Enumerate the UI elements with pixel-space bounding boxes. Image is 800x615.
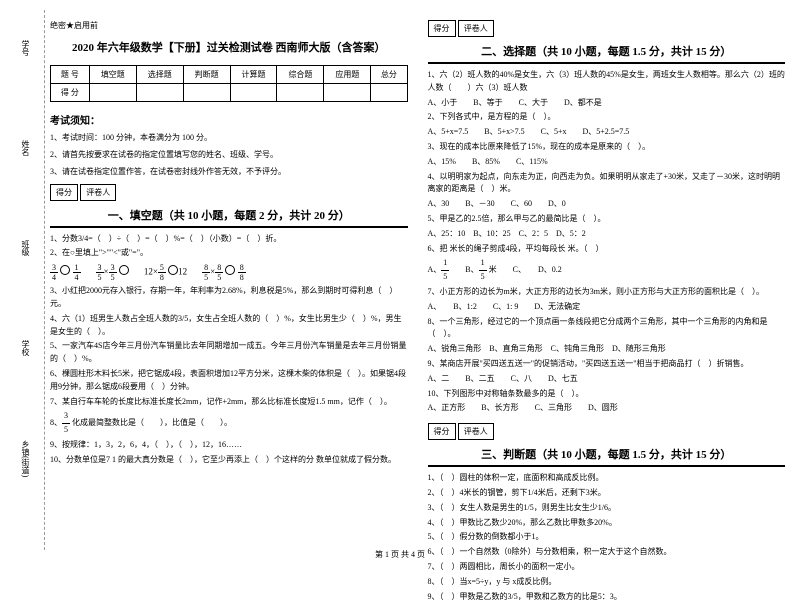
score-label: 得分 (434, 427, 450, 436)
r10: 10、下列图形中对称轴条数最多的是（ ）。 (428, 388, 786, 401)
section-3-title: 三、判断题（共 10 小题，每题 1.5 分，共计 15 分） (428, 443, 786, 465)
j8: 8、（ ）当x=5÷y，y 与 x成反比例。 (428, 576, 786, 589)
th: 总分 (371, 66, 407, 84)
r6o: A、15 B、15 米 C、 D、0.2 (428, 257, 786, 284)
marker-label: 评卷人 (464, 24, 488, 33)
r4: 4、以明明家为起点，向东走为正，向西走为负。如果明明从家走了+30米，又走了－3… (428, 171, 786, 197)
j9: 9、（ ）甲数是乙数的3/5，甲数和乙数方的比是5：3。 (428, 591, 786, 604)
notice: 2、请首先按要求在试卷的指定位置填写您的姓名、班级、学号。 (50, 149, 408, 160)
math-row: 34 14 35×35 12×58 12 85×85 88 (50, 263, 408, 282)
j3: 3、（ ）女生人数是男生的1/5，则男生比女生少1/6。 (428, 502, 786, 515)
q7: 7、某自行车车轮的长度比标准长度长2mm，记作+2mm，那么比标准长度短1.5 … (50, 396, 408, 409)
j4: 4、（ ）甲数比乙数少20%，那么乙数比甲数多20%。 (428, 517, 786, 530)
j1: 1、（ ）圆柱的体积一定，底面积和高成反比例。 (428, 472, 786, 485)
j7: 7、（ ）两圆相比，周长小的面积一定小。 (428, 561, 786, 574)
r1o: A、小于 B、等于 C、大于 D、都不是 (428, 97, 786, 110)
circle-blank (225, 265, 235, 275)
r10o: A、正方形 B、长方形 C、三角形 D、圆形 (428, 402, 786, 415)
binding-label: 乡镇(街道) (20, 440, 31, 477)
th: 得 分 (51, 84, 90, 102)
th: 应用题 (324, 66, 371, 84)
r4o: A、30 B、－30 C、60 D、0 (428, 198, 786, 211)
r5: 5、甲是乙的2.5倍，那么甲与乙的最简比是（ ）。 (428, 213, 786, 226)
marker-label: 评卷人 (86, 188, 110, 197)
th: 判断题 (183, 66, 230, 84)
circle-blank (119, 265, 129, 275)
score-label: 得分 (434, 24, 450, 33)
binding-label: 学号 (20, 40, 31, 56)
j5: 5、（ ）假分数的倒数都小于1。 (428, 531, 786, 544)
notice: 1、考试时间：100 分钟，本卷满分为 100 分。 (50, 132, 408, 143)
circle-blank (168, 265, 178, 275)
r1: 1、六（2）班人数的40%是女生，六（3）班人数的45%是女生，两班女生人数相等… (428, 69, 786, 95)
q6: 6、棵圆柱形木料长5米，把它锯成4段，表面积增加12平方分米，这棵木柴的体积是（… (50, 368, 408, 394)
q8: 8、35 化成最简整数比是（ ），比值是（ ）。 (50, 410, 408, 437)
binding-label: 姓名 (20, 140, 31, 156)
r3o: A、15% B、85% C、115% (428, 156, 786, 169)
notice-title: 考试须知： (50, 112, 408, 127)
notice: 3、请在试卷指定位置作答，在试卷密封线外作答无效，不予评分。 (50, 166, 408, 177)
q5: 5、一家汽车4S店今年三月份汽车销量比去年同期增加一成五。今年三月份汽车销量是去… (50, 340, 408, 366)
r9: 9、某商店开展"买四送五送一"的促销活动，"买四送五送一"相当于把商品打（ ）折… (428, 358, 786, 371)
section-1-title: 一、填空题（共 10 小题，每题 2 分，共计 20 分） (50, 204, 408, 226)
marker-label: 评卷人 (464, 427, 488, 436)
r2o: A、5+x=7.5 B、5+x>7.5 C、5+x D、5+2.5=7.5 (428, 126, 786, 139)
th: 选择题 (136, 66, 183, 84)
score-table: 题 号 填空题 选择题 判断题 计算题 综合题 应用题 总分 得 分 (50, 65, 408, 102)
section-2-title: 二、选择题（共 10 小题，每题 1.5 分，共计 15 分） (428, 40, 786, 62)
r9o: A、二 B、二五 C、八 D、七五 (428, 373, 786, 386)
th: 综合题 (277, 66, 324, 84)
r8o: A、锐角三角形 B、直角三角形 C、钝角三角形 D、随形三角形 (428, 343, 786, 356)
secret-label: 绝密★启用前 (50, 20, 408, 31)
th: 计算题 (230, 66, 277, 84)
q10: 10、分数单位是7 1 的最大真分数是（ ），它至少再添上（ ）个这样的分 数单… (50, 454, 408, 467)
binding-label: 班级 (20, 240, 31, 256)
j2: 2、（ ）4米长的钢管，剪下1/4米后，还剩下3米。 (428, 487, 786, 500)
binding-label: 学校 (20, 340, 31, 356)
r2: 2、下列各式中，是方程的是（ ）。 (428, 111, 786, 124)
r8: 8、一个三角形，经过它的一个顶点画一条线段把它分成两个三角形，其中一个三角形的内… (428, 316, 786, 342)
score-label: 得分 (56, 188, 72, 197)
q1-2: 2、在○里填上">""<"或"="。 (50, 247, 408, 260)
r7o: A、 B、1:2 C、1: 9 D、无法确定 (428, 301, 786, 314)
q1-1: 1、分数3/4=（ ）÷（ ）=（ ）%=（ ）（小数）=（ ）折。 (50, 233, 408, 246)
r6: 6、把 米长的绳子剪成4段，平均每段长 米。（ ） (428, 243, 786, 256)
r7: 7、小正方形的边长为m米，大正方形的边长为3m米，则小正方形与大正方形的面积比是… (428, 286, 786, 299)
q4: 4、六（1）班男生人数占全班人数的3/5，女生占全班人数的（ ）%，女生比男生少… (50, 313, 408, 339)
th: 题 号 (51, 66, 90, 84)
page-footer: 第 1 页 共 4 页 (0, 549, 800, 560)
q3: 3、小红把2000元存入银行，存期一年，年利率为2.68%，利息税是5%，那么到… (50, 285, 408, 311)
r5o: A、25：10 B、10：25 C、2：5 D、5：2 (428, 228, 786, 241)
r3: 3、现在的成本比原来降低了15%，现在的成本是原来的（ ）。 (428, 141, 786, 154)
q9: 9、按规律：1，3，2，6，4，（ ），（ ），12，16…… (50, 439, 408, 452)
circle-blank (60, 265, 70, 275)
exam-title: 2020 年六年级数学【下册】过关检测试卷 西南师大版（含答案） (50, 39, 408, 55)
th: 填空题 (89, 66, 136, 84)
